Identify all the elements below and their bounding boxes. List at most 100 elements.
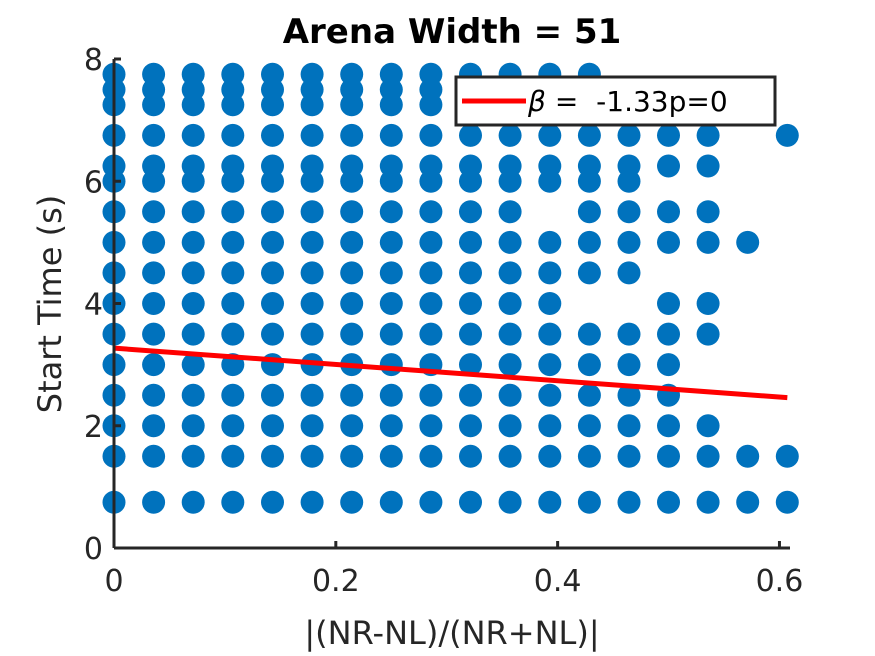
scatter-point	[379, 292, 403, 315]
scatter-point	[181, 123, 205, 147]
scatter-point	[577, 123, 601, 147]
scatter-point	[300, 123, 324, 147]
scatter-point	[696, 292, 720, 315]
scatter-point	[300, 322, 324, 346]
scatter-point	[498, 261, 522, 285]
scatter-point	[181, 444, 205, 468]
scatter-point	[498, 292, 522, 315]
scatter-point	[181, 353, 205, 377]
scatter-point	[379, 353, 403, 377]
scatter-point	[261, 292, 284, 315]
scatter-point	[379, 383, 403, 407]
scatter-point	[577, 230, 601, 254]
x-tick-label: 0	[104, 564, 123, 599]
scatter-point	[340, 261, 364, 285]
y-tick-label: 0	[84, 532, 103, 567]
scatter-point	[657, 200, 680, 224]
scatter-point	[498, 154, 522, 178]
scatter-point	[696, 230, 720, 254]
legend: β = -1.33p=0	[454, 75, 777, 127]
y-axis-label: Start Time (s)	[31, 195, 69, 413]
scatter-point	[221, 62, 245, 86]
scatter-point	[617, 322, 641, 346]
scatter-point	[577, 414, 601, 438]
legend-beta-symbol: β	[527, 85, 546, 118]
scatter-point	[221, 230, 245, 254]
scatter-point	[617, 490, 641, 514]
scatter-point	[617, 353, 641, 377]
x-axis-label: |(NR-NL)/(NR+NL)|	[304, 614, 599, 652]
scatter-point	[261, 154, 284, 178]
scatter-point	[181, 414, 205, 438]
y-tick-label: 4	[84, 288, 103, 323]
scatter-point	[617, 383, 641, 407]
scatter-point	[657, 123, 680, 147]
scatter-point	[419, 322, 443, 346]
scatter-point	[181, 292, 205, 315]
scatter-point	[340, 414, 364, 438]
scatter-point	[221, 154, 245, 178]
scatter-point	[261, 414, 284, 438]
scatter-point	[221, 383, 245, 407]
scatter-point	[261, 200, 284, 224]
scatter-point	[459, 383, 482, 407]
scatter-point	[538, 123, 562, 147]
scatter-point	[696, 414, 720, 438]
y-tick-label: 2	[84, 410, 103, 445]
scatter-point	[340, 230, 364, 254]
scatter-point	[181, 62, 205, 86]
scatter-point	[736, 230, 760, 254]
scatter-point	[498, 383, 522, 407]
scatter-point	[498, 123, 522, 147]
scatter-point	[300, 490, 324, 514]
scatter-point	[142, 383, 166, 407]
scatter-point	[419, 261, 443, 285]
scatter-point	[459, 353, 482, 377]
scatter-point	[379, 261, 403, 285]
scatter-point	[300, 154, 324, 178]
scatter-point	[221, 322, 245, 346]
scatter-point	[142, 414, 166, 438]
scatter-point	[142, 200, 166, 224]
scatter-point	[617, 230, 641, 254]
scatter-point	[459, 261, 482, 285]
scatter-point	[736, 444, 760, 468]
scatter-point	[300, 444, 324, 468]
scatter-point	[617, 123, 641, 147]
scatter-point	[538, 414, 562, 438]
scatter-point	[419, 383, 443, 407]
scatter-point	[696, 200, 720, 224]
scatter-point	[657, 322, 680, 346]
scatter-point	[419, 230, 443, 254]
scatter-point	[577, 383, 601, 407]
scatter-point	[340, 490, 364, 514]
scatter-point	[498, 444, 522, 468]
scatter-point	[181, 230, 205, 254]
scatter-point	[340, 383, 364, 407]
scatter-point	[419, 62, 443, 86]
scatter-point	[221, 261, 245, 285]
scatter-point	[696, 490, 720, 514]
scatter-point	[142, 353, 166, 377]
scatter-point	[498, 200, 522, 224]
scatter-point	[459, 444, 482, 468]
scatter-point	[261, 230, 284, 254]
scatter-point	[379, 123, 403, 147]
scatter-point	[538, 292, 562, 315]
x-tick-label: 0.2	[312, 564, 360, 599]
scatter-point	[300, 200, 324, 224]
scatter-point	[657, 154, 680, 178]
scatter-point	[498, 322, 522, 346]
scatter-point	[617, 261, 641, 285]
x-tick-label: 0.6	[756, 564, 804, 599]
scatter-point	[142, 261, 166, 285]
scatter-point	[775, 490, 799, 514]
scatter-point	[261, 444, 284, 468]
scatter-point	[181, 261, 205, 285]
scatter-point	[379, 322, 403, 346]
scatter-point	[181, 200, 205, 224]
scatter-point	[617, 414, 641, 438]
scatter-point	[379, 414, 403, 438]
scatter-point	[617, 200, 641, 224]
scatter-point	[696, 444, 720, 468]
